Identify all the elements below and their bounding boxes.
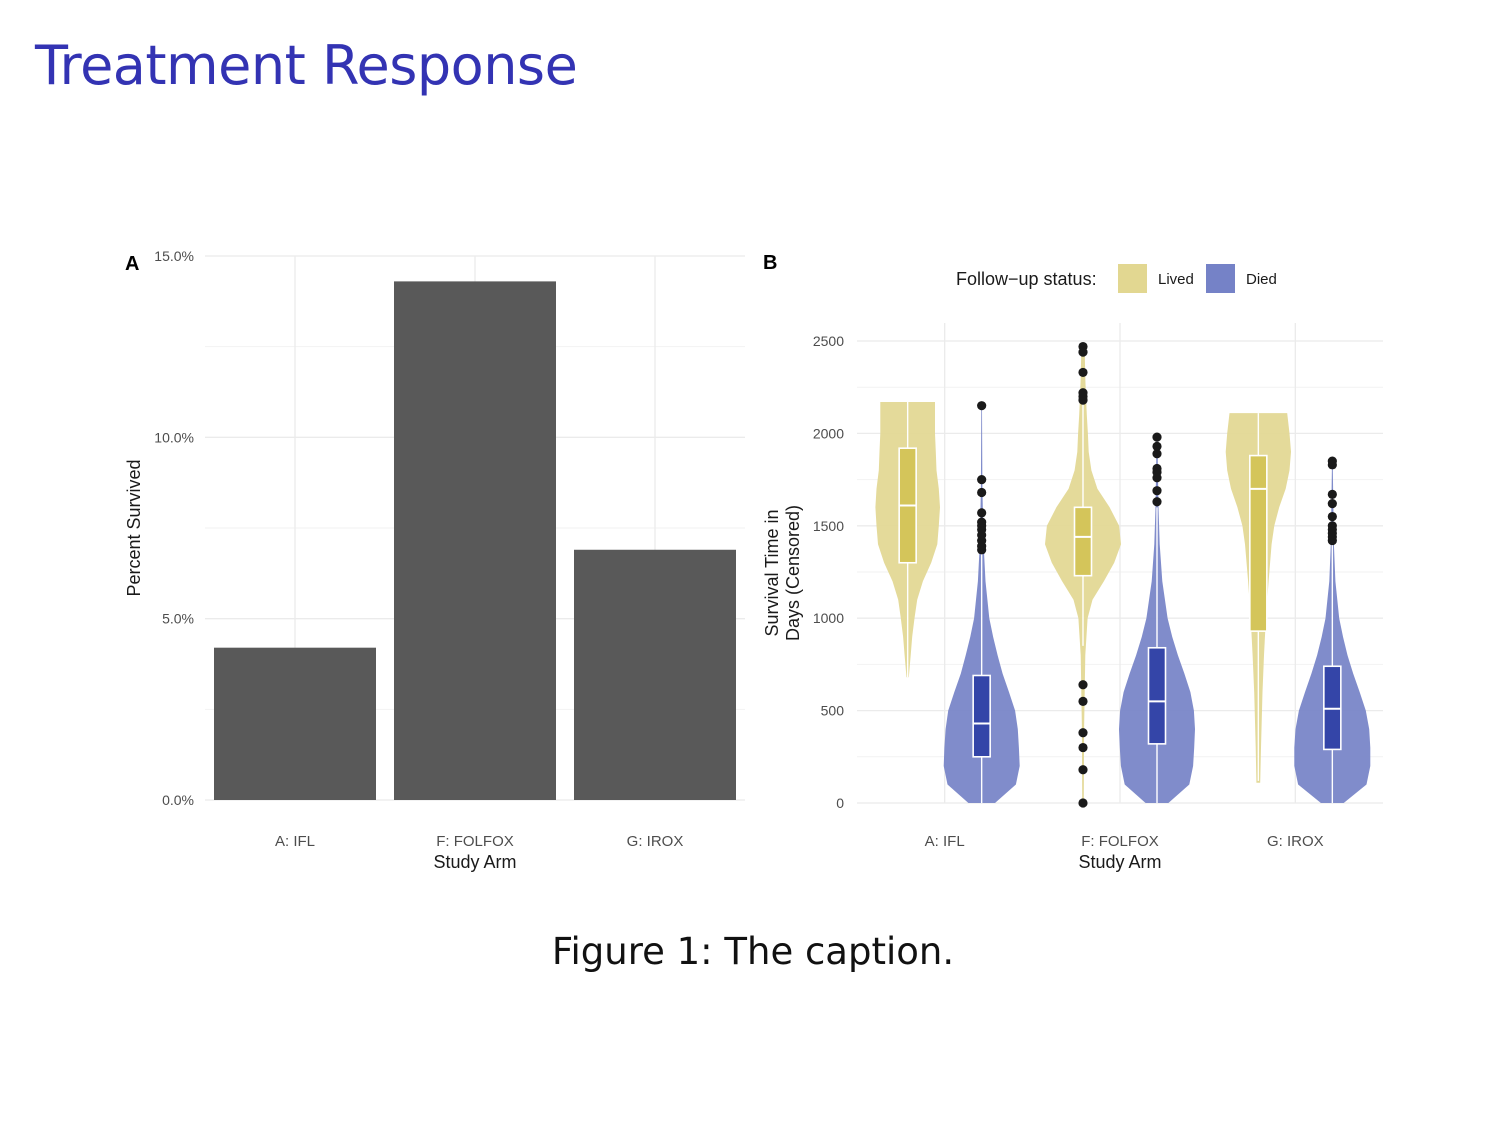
x-tick-label: F: FOLFOX [436,833,514,850]
legend-swatch-lived [1118,264,1147,293]
outlier-point [1327,489,1337,499]
y-tick-label: 1000 [813,610,844,626]
outlier-point [1078,765,1088,775]
y-tick-label: 0 [836,795,844,811]
outlier-point [1078,680,1088,690]
outlier-point [1078,798,1088,808]
outlier-point [1152,432,1162,442]
violin-Lived-F: FOLFOX [1045,341,1121,808]
bar-A: IFL [214,647,376,800]
outlier-point [1327,456,1337,466]
box [1073,506,1093,577]
legend-title: Follow−up status: [956,269,1097,289]
panel-label: A [125,253,139,275]
y-tick-label: 1500 [813,518,844,534]
violin-Died-G: IROX [1294,456,1371,803]
outlier-point [977,487,987,498]
y-tick-label: 5.0% [162,611,194,627]
figure-caption: Figure 1: The caption. [551,930,955,973]
bar-F: FOLFOX [394,281,556,800]
outlier-point [1078,367,1088,378]
x-tick-label: A: IFL [275,833,315,850]
outlier-point [1152,497,1162,507]
x-axis-label: Study Arm [1078,852,1161,872]
box [972,674,991,758]
outlier-point [1078,388,1088,398]
bar-G: IROX [574,549,736,800]
outlier-point [1078,696,1088,706]
violin-Died-A: IFL [943,401,1020,803]
violin-Lived-A: IFL [875,401,940,678]
legend-swatch-died [1206,264,1235,293]
slide-title: Treatment Response [35,34,578,97]
y-tick-label: 500 [821,703,845,719]
x-tick-label: G: IROX [1267,833,1324,850]
panel-b-violin-chart: 0 500 1000 1500 2000 2500 A: IFL F: FOLFOX G: IR… [762,252,1383,872]
legend-label: Lived [1158,271,1194,288]
outlier-point [1152,449,1162,459]
y-axis-label: Survival Time inDays (Censored) [762,505,803,641]
panel-a-bar-chart: 0.0% 5.0% 10.0% 15.0% A: IFL F: FOLFOX G: IROX… [124,248,745,872]
panel-label: B [763,252,777,274]
outlier-point [1327,521,1337,531]
x-tick-label: F: FOLFOX [1081,833,1159,850]
outlier-point [977,401,987,411]
outlier-point [1327,511,1337,522]
outlier-point [977,475,987,485]
y-tick-label: 2500 [813,333,844,349]
x-tick-label: A: IFL [925,833,965,850]
legend: Follow−up status: Lived Died [956,264,1277,293]
y-tick-label: 10.0% [154,429,194,445]
y-tick-label: 2000 [813,425,844,441]
violin-Died-F: FOLFOX [1119,432,1195,803]
outlier-point [1078,728,1088,738]
x-tick-label: G: IROX [627,833,684,850]
y-tick-label: 15.0% [154,248,194,264]
box [1147,646,1167,745]
outlier-point [977,508,987,518]
x-axis-label: Study Arm [433,852,516,872]
violin-Lived-G: IROX [1225,413,1291,783]
box [1249,454,1268,632]
outlier-point [1152,463,1162,474]
outlier-point [1327,499,1337,509]
y-axis-label: Percent Survived [124,459,144,596]
outlier-point [1152,486,1162,496]
outlier-point [1078,742,1088,753]
outlier-point [1078,341,1088,352]
outlier-point [977,517,987,527]
legend-label: Died [1246,271,1277,288]
outlier-point [1152,441,1162,451]
y-tick-label: 0.0% [162,792,194,808]
